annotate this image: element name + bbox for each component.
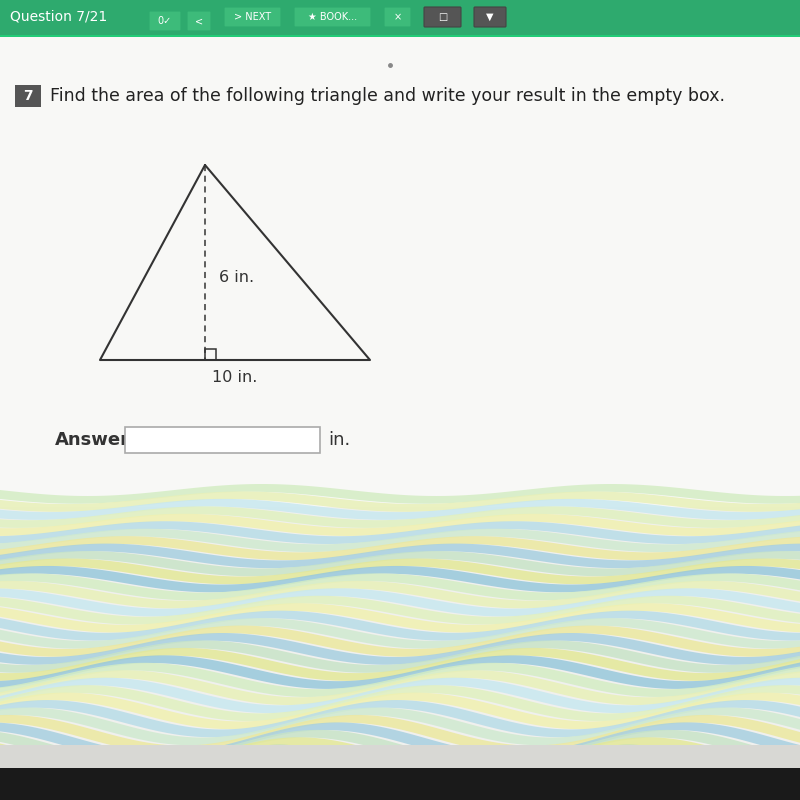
Bar — [15, 85, 41, 107]
Text: Answer:: Answer: — [55, 431, 137, 449]
Text: in.: in. — [328, 431, 350, 449]
Text: <: < — [195, 16, 203, 26]
Text: 7: 7 — [23, 89, 33, 103]
FancyBboxPatch shape — [187, 11, 211, 31]
Text: 0✓: 0✓ — [158, 16, 172, 26]
Text: 10 in.: 10 in. — [212, 370, 258, 385]
Text: ▼: ▼ — [486, 12, 494, 22]
FancyBboxPatch shape — [424, 7, 461, 27]
Bar — [0, 37, 800, 507]
FancyBboxPatch shape — [224, 7, 281, 27]
FancyBboxPatch shape — [294, 7, 371, 27]
Text: □: □ — [438, 12, 447, 22]
Bar — [0, 745, 800, 770]
FancyBboxPatch shape — [474, 7, 506, 27]
Text: 6 in.: 6 in. — [219, 270, 254, 285]
Text: > NEXT: > NEXT — [234, 12, 271, 22]
Text: ★ BOOK...: ★ BOOK... — [308, 12, 357, 22]
Text: ×: × — [394, 12, 402, 22]
Bar — [125, 427, 320, 453]
Text: Question 7/21: Question 7/21 — [10, 10, 107, 24]
Bar — [205, 349, 216, 360]
Bar — [0, 0, 800, 35]
Text: Find the area of the following triangle and write your result in the empty box.: Find the area of the following triangle … — [50, 87, 725, 105]
FancyBboxPatch shape — [384, 7, 411, 27]
FancyBboxPatch shape — [149, 11, 181, 31]
Bar — [0, 768, 800, 800]
Bar — [0, 35, 800, 37]
